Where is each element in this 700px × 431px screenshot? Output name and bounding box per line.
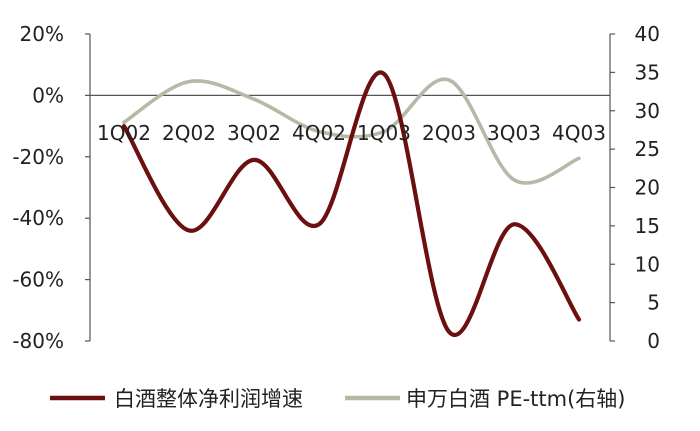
right-tick-label: 25 [635,137,660,161]
right-tick-label: 40 [635,22,660,46]
x-category-label: 1Q02 [97,121,151,145]
right-tick-label: 35 [635,60,660,84]
series-line-pe-ttm [122,77,581,185]
right-tick-label: 30 [635,99,660,123]
left-tick-label: -20% [12,145,64,169]
x-category-label: 2Q03 [422,121,476,145]
legend-item-net-profit-growth: 白酒整体净利润增速 [50,387,303,411]
legend-label: 申万白酒 PE-ttm(右轴) [406,387,626,411]
x-category-label: 3Q03 [487,121,541,145]
x-category-label: 4Q02 [292,121,346,145]
right-tick-label: 15 [635,214,660,238]
left-tick-label: -80% [12,329,64,353]
right-tick-label: 10 [635,252,660,276]
right-axis-ticks: 40 35 30 25 20 15 10 5 0 [610,22,660,353]
x-category-label: 3Q02 [227,121,281,145]
left-tick-label: -60% [12,268,64,292]
legend-label: 白酒整体净利润增速 [114,387,303,411]
right-tick-label: 20 [635,176,660,200]
legend-item-pe-ttm: 申万白酒 PE-ttm(右轴) [345,387,626,411]
left-axis-ticks: 20% 0% -20% -40% -60% -80% [12,22,90,353]
legend: 白酒整体净利润增速 申万白酒 PE-ttm(右轴) [50,387,626,411]
right-tick-label: 0 [647,329,660,353]
axes [89,34,611,341]
x-category-label: 1Q03 [357,121,411,145]
x-category-label: 4Q03 [552,121,606,145]
left-tick-label: 0% [32,83,64,107]
series-layer [121,70,582,338]
category-labels: 1Q02 2Q02 3Q02 4Q02 1Q03 2Q03 3Q03 4Q03 [97,121,606,145]
series-line-net-profit-growth [121,70,582,338]
right-tick-label: 5 [647,291,660,315]
x-category-label: 2Q02 [162,121,216,145]
left-tick-label: 20% [20,22,64,46]
left-tick-label: -40% [12,206,64,230]
